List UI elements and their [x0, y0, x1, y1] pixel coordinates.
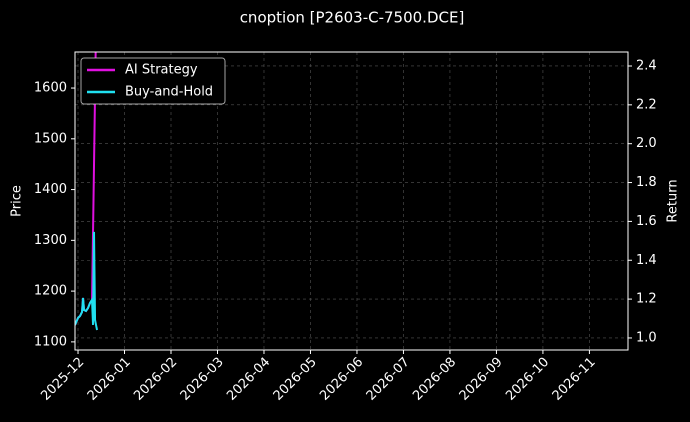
x-tick-label: 2026-03 [178, 355, 227, 404]
x-tick-label: 2026-05 [271, 355, 320, 404]
y-tick-label: 1500 [34, 131, 67, 146]
y2-tick-label: 1.2 [636, 292, 657, 307]
y-tick-label: 1200 [34, 284, 67, 299]
y-tick-label: 1300 [34, 233, 67, 248]
y2-tick-label: 1.8 [636, 175, 657, 190]
x-tick-label: 2025-12 [38, 355, 87, 404]
y2-tick-label: 1.4 [636, 253, 657, 268]
x-tick-label: 2026-02 [131, 355, 180, 404]
y2-tick-label: 2.4 [636, 58, 657, 73]
y2-tick-label: 1.0 [636, 330, 657, 345]
y-axis-label: Price [10, 185, 25, 217]
x-tick-label: 2026-10 [503, 355, 552, 404]
y2-tick-label: 2.0 [636, 136, 657, 151]
x-tick-label: 2026-09 [457, 355, 506, 404]
x-tick-label: 2026-04 [224, 355, 273, 404]
y2-tick-label: 1.6 [636, 214, 657, 229]
y2-axis-label: Return [666, 179, 681, 222]
legend-label: AI Strategy [125, 63, 198, 78]
series-line [75, 231, 99, 331]
x-tick-label: 2026-08 [410, 355, 459, 404]
x-tick-label: 2026-06 [317, 355, 366, 404]
y-tick-label: 1400 [34, 182, 67, 197]
x-tick-label: 2026-07 [364, 355, 413, 404]
chart-title: cnoption [P2603-C-7500.DCE] [240, 9, 465, 27]
y-tick-label: 1600 [34, 81, 67, 96]
legend-label: Buy-and-Hold [125, 85, 213, 100]
legend-box [80, 57, 226, 105]
x-tick-label: 2026-01 [85, 355, 134, 404]
plot-frame [74, 51, 629, 351]
plot-area [75, 52, 99, 331]
x-tick-label: 2026-11 [550, 355, 599, 404]
y2-tick-label: 2.2 [636, 97, 657, 112]
y-tick-label: 1100 [34, 334, 67, 349]
